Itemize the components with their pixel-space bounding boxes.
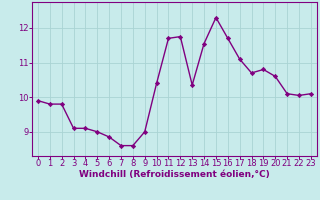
X-axis label: Windchill (Refroidissement éolien,°C): Windchill (Refroidissement éolien,°C) [79,170,270,179]
